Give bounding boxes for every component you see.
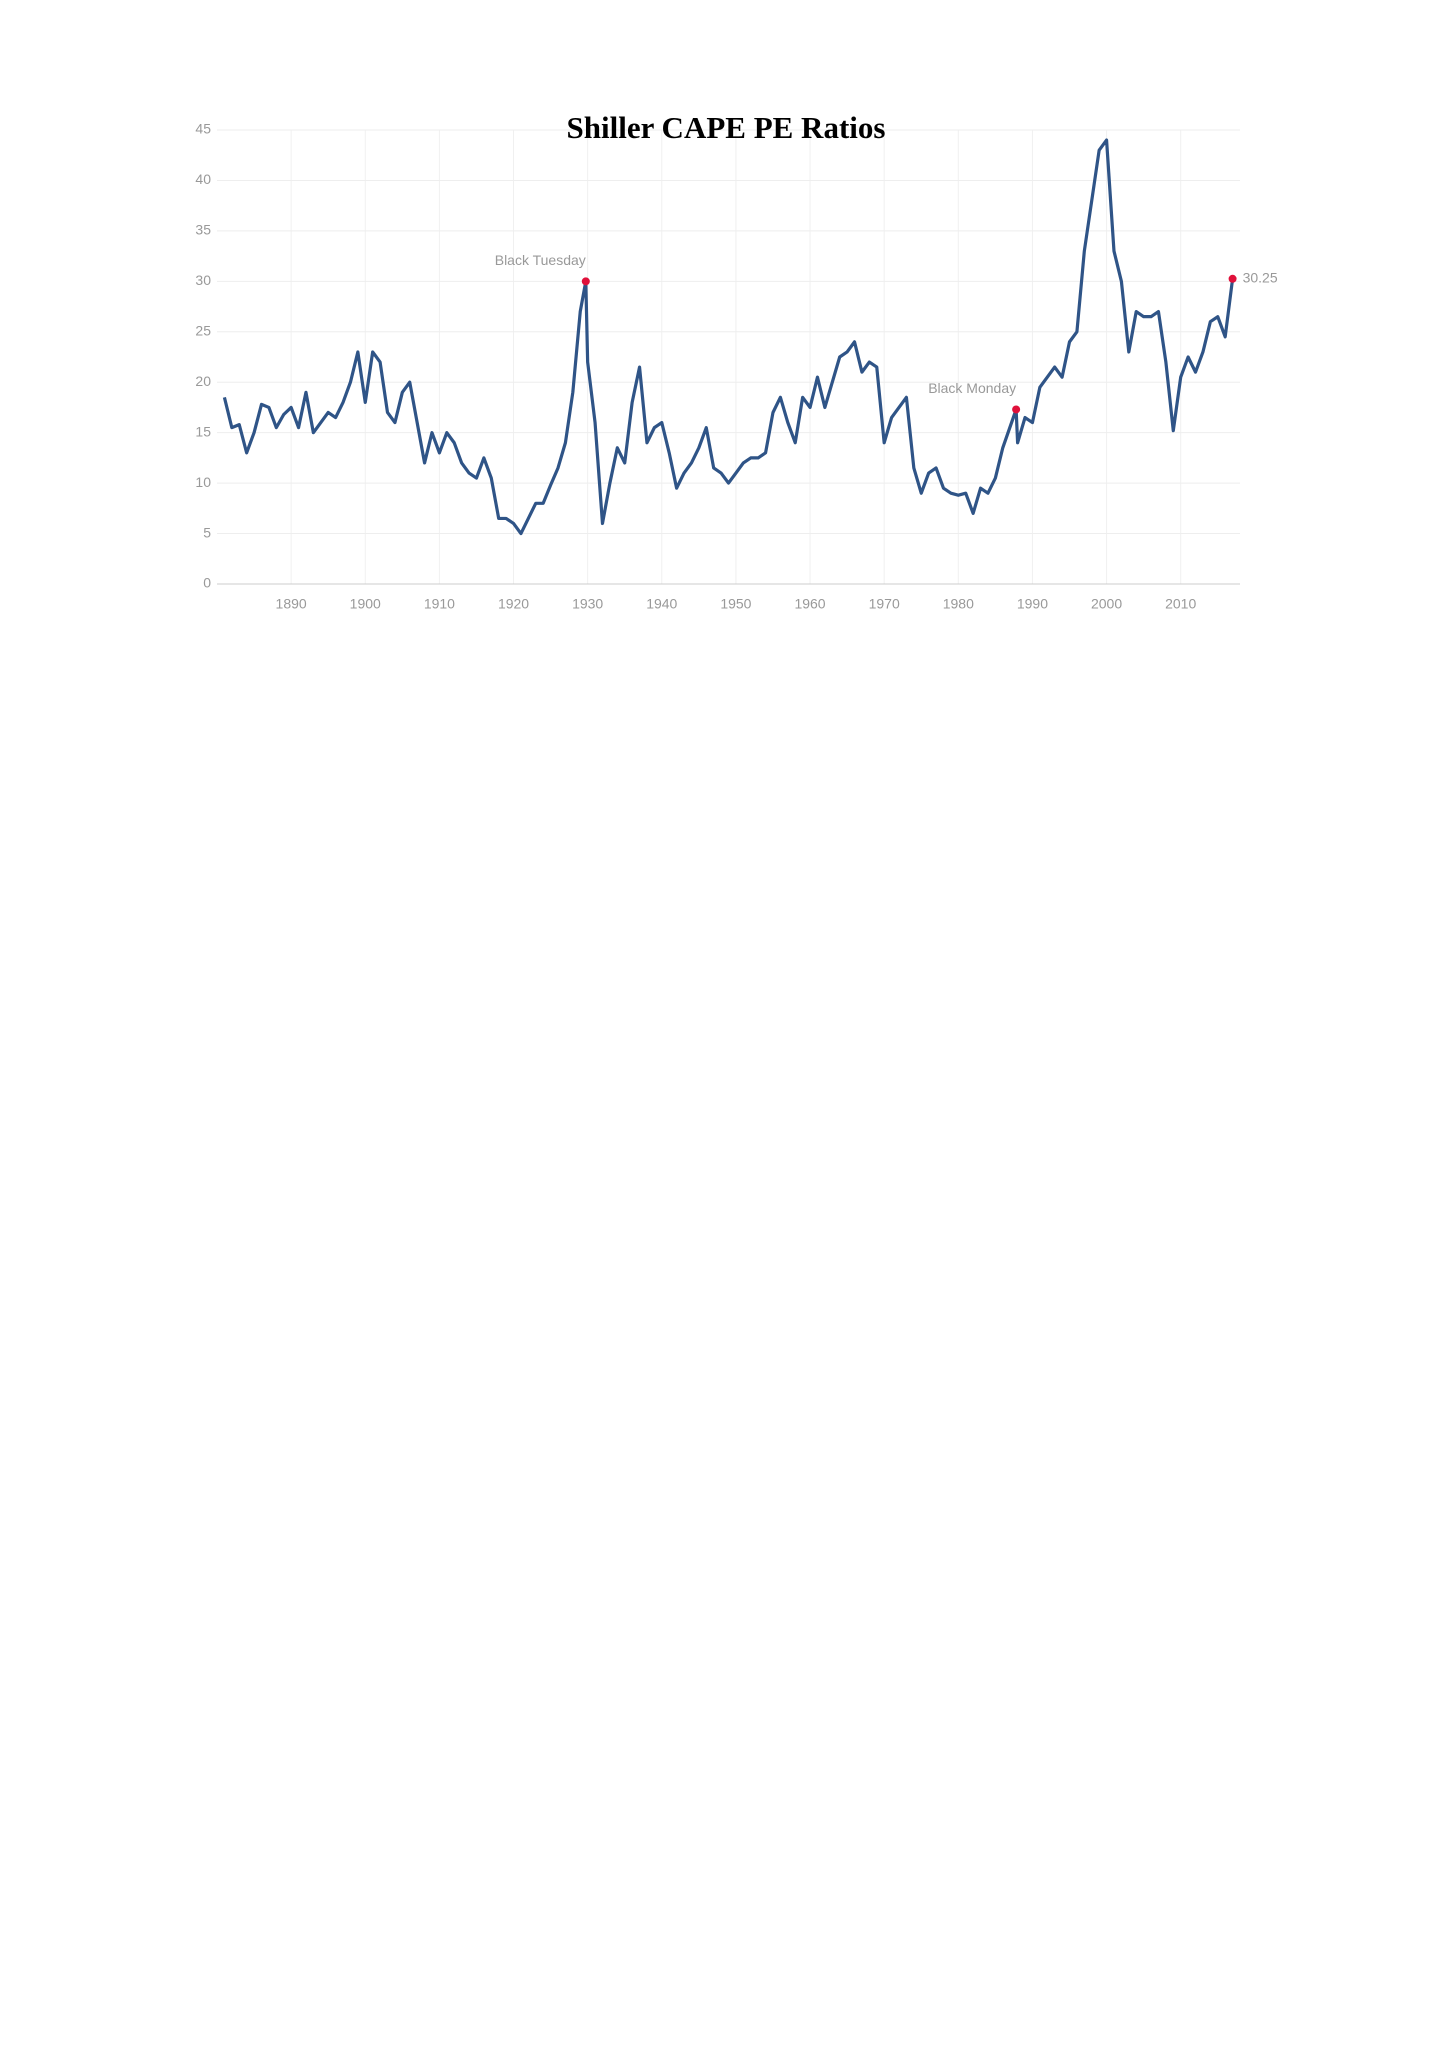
x-tick-label: 1980 <box>943 596 974 612</box>
y-tick-label: 20 <box>195 373 211 389</box>
x-tick-label: 2010 <box>1165 596 1196 612</box>
y-tick-label: 25 <box>195 322 211 338</box>
annotation-marker <box>1012 405 1021 414</box>
x-tick-label: 1960 <box>794 596 825 612</box>
annotation-label: 30.25 <box>1243 270 1278 286</box>
chart-title: Shiller CAPE PE Ratios <box>567 110 886 145</box>
line-series <box>222 138 1235 536</box>
y-tick-label: 5 <box>203 524 211 540</box>
x-tick-label: 1970 <box>869 596 900 612</box>
y-tick-label: 0 <box>203 575 211 591</box>
x-tick-label: 1950 <box>720 596 751 612</box>
x-tick-label: 1890 <box>276 596 307 612</box>
y-tick-label: 10 <box>195 474 211 490</box>
annotation-label: Black Tuesday <box>495 252 586 268</box>
x-tick-label: 1920 <box>498 596 529 612</box>
x-tick-label: 1940 <box>646 596 677 612</box>
y-tick-label: 40 <box>195 171 211 187</box>
annotation-marker <box>581 277 590 286</box>
x-tick-label: 1910 <box>424 596 455 612</box>
x-tick-label: 1990 <box>1017 596 1048 612</box>
y-tick-label: 45 <box>195 121 211 137</box>
y-tick-label: 30 <box>195 272 211 288</box>
annotation-label: Black Monday <box>928 380 1016 396</box>
x-tick-label: 1930 <box>572 596 603 612</box>
x-tick-label: 2000 <box>1091 596 1122 612</box>
annotation-marker <box>1228 274 1237 283</box>
y-tick-label: 35 <box>195 222 211 238</box>
y-tick-label: 15 <box>195 423 211 439</box>
x-tick-label: 1900 <box>350 596 381 612</box>
